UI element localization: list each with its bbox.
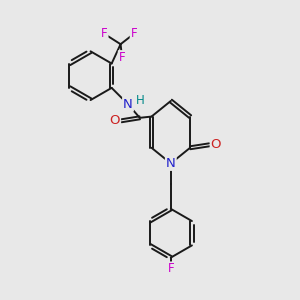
Text: N: N	[166, 157, 176, 170]
Text: F: F	[130, 27, 137, 40]
Text: N: N	[123, 98, 133, 111]
Text: H: H	[136, 94, 145, 107]
Text: F: F	[167, 262, 174, 275]
Text: F: F	[101, 27, 107, 40]
Text: O: O	[211, 138, 221, 151]
Text: O: O	[110, 114, 120, 127]
Text: F: F	[119, 51, 125, 64]
